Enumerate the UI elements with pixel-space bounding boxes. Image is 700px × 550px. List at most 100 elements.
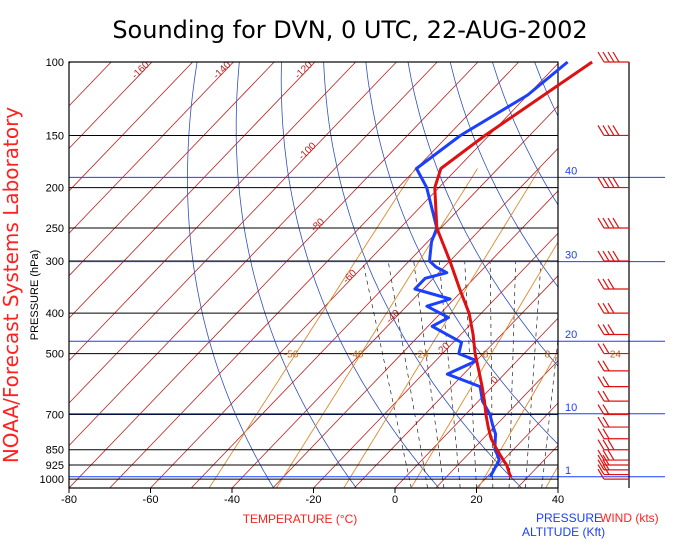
dry-adiabat-line <box>619 62 700 488</box>
wind-barb-flag <box>602 278 610 290</box>
x-tick-label: -80 <box>61 494 77 506</box>
wind-barb-flag <box>597 250 605 262</box>
isotherm-line <box>69 62 234 234</box>
wind-barb-flag <box>597 390 605 402</box>
altitude-tick-label: 20 <box>565 329 577 341</box>
isotherm-label: -160 <box>130 59 152 81</box>
wind-barb-flag <box>597 468 605 480</box>
pressure-tick-label: 700 <box>46 410 64 422</box>
x-tick-label: -40 <box>224 494 240 506</box>
wind-barb-flag <box>607 250 615 262</box>
wind-barb-flag <box>602 343 610 354</box>
dry-adiabat-line <box>365 62 558 445</box>
wind-barb <box>597 404 629 416</box>
dewpoint-profile-line <box>413 60 569 478</box>
isotherm-line <box>435 360 558 488</box>
wind-barb-flag <box>612 51 620 63</box>
wind-barb <box>597 439 629 451</box>
moist-adiabat-line <box>464 260 477 488</box>
wind-barb-flag <box>597 404 605 415</box>
wind-barb <box>597 390 629 402</box>
x-tick-label: 40 <box>552 494 564 506</box>
isotherm-line <box>69 62 397 404</box>
wind-axis-caption: WIND (kts) <box>600 511 659 525</box>
wind-barb <box>597 51 629 63</box>
isotherm-label: -100 <box>297 140 319 162</box>
moist-adiabat-line <box>541 336 558 488</box>
isotherm-label: 0 <box>489 374 501 386</box>
isotherm-label: -80 <box>309 216 327 234</box>
wind-barb-flag <box>597 360 605 372</box>
wind-barb-flag <box>597 454 605 466</box>
wind-barb <box>597 278 629 290</box>
dry-adiabat-line <box>280 62 440 488</box>
isotherm-line <box>272 190 558 488</box>
wind-barb-flag <box>612 177 620 188</box>
wind-barb-flag <box>597 416 605 428</box>
wind-barb-flag <box>602 125 610 136</box>
wind-barb-flag <box>597 302 605 314</box>
isotherm-line <box>313 232 558 488</box>
isotherm-line <box>69 62 153 149</box>
wind-barb-flag <box>602 449 610 461</box>
isotherm-line <box>640 62 700 488</box>
altitude-tick-label: 10 <box>565 402 577 414</box>
dry-adiabat-line <box>534 62 558 118</box>
wind-barb-flag <box>602 390 610 402</box>
wind-barb <box>597 360 629 372</box>
pressure-tick-label: 100 <box>46 57 64 69</box>
wind-barb-flag <box>597 278 605 290</box>
moist-adiabat-line <box>508 260 516 488</box>
isotherm-line <box>69 62 316 319</box>
wind-barb <box>597 468 629 480</box>
pressure-tick-label: 500 <box>46 349 64 361</box>
wind-barb <box>597 343 629 355</box>
wind-barb-flag <box>597 217 605 229</box>
mixing-ratio-line <box>208 168 416 488</box>
wind-barb <box>597 302 629 314</box>
wind-barb-flag <box>602 439 610 451</box>
moist-adiabat-line <box>489 260 494 488</box>
wind-barb-flag <box>602 250 610 262</box>
wind-barb-flag <box>597 51 605 63</box>
mixing-ratio-label: -24 <box>414 350 429 361</box>
isotherm-line <box>109 62 519 488</box>
dry-adiabat-line <box>661 62 700 488</box>
isotherm-line <box>353 275 558 488</box>
pressure-tick-label: 1000 <box>40 474 64 486</box>
isotherm-line <box>190 105 558 488</box>
mixing-ratio-line <box>343 168 541 488</box>
altitude-axis-caption: ALTITUDE (Kft) <box>522 525 605 539</box>
dry-adiabat-line <box>492 62 558 206</box>
pressure-tick-label: 150 <box>46 130 64 142</box>
mixing-ratio-line <box>478 350 558 488</box>
moist-adiabat-line <box>387 260 428 488</box>
wind-barb-flag <box>597 177 605 188</box>
pressure-tick-label: 925 <box>46 460 64 472</box>
wind-barb <box>597 217 629 229</box>
wind-barb-flag <box>602 428 610 440</box>
dry-adiabat-line <box>407 62 558 367</box>
moist-adiabat-line <box>438 260 461 488</box>
pressure-tick-label: 200 <box>46 183 64 195</box>
moist-adiabat-line <box>413 260 445 488</box>
x-tick-label: -60 <box>143 494 159 506</box>
dry-adiabat-line <box>323 62 522 488</box>
altitude-tick-label: 30 <box>565 250 577 262</box>
wind-barb-flag <box>612 125 620 136</box>
isotherm-line <box>69 62 275 277</box>
x-axis-label: TEMPERATURE (°C) <box>243 512 358 526</box>
wind-barb <box>597 416 629 428</box>
isotherm-line <box>69 62 438 447</box>
wind-barb-flag <box>602 217 610 229</box>
wind-barb-flag <box>607 449 615 461</box>
mixing-ratio-label: -56 <box>284 350 299 361</box>
wind-barb-flag <box>602 360 610 372</box>
pressure-tick-label: 300 <box>46 256 64 268</box>
dry-adiabat-line <box>449 62 558 288</box>
wind-barb-flag <box>597 464 605 475</box>
wind-barb <box>597 428 629 440</box>
moist-adiabat-line <box>362 260 412 488</box>
dry-adiabat-line <box>577 62 700 488</box>
